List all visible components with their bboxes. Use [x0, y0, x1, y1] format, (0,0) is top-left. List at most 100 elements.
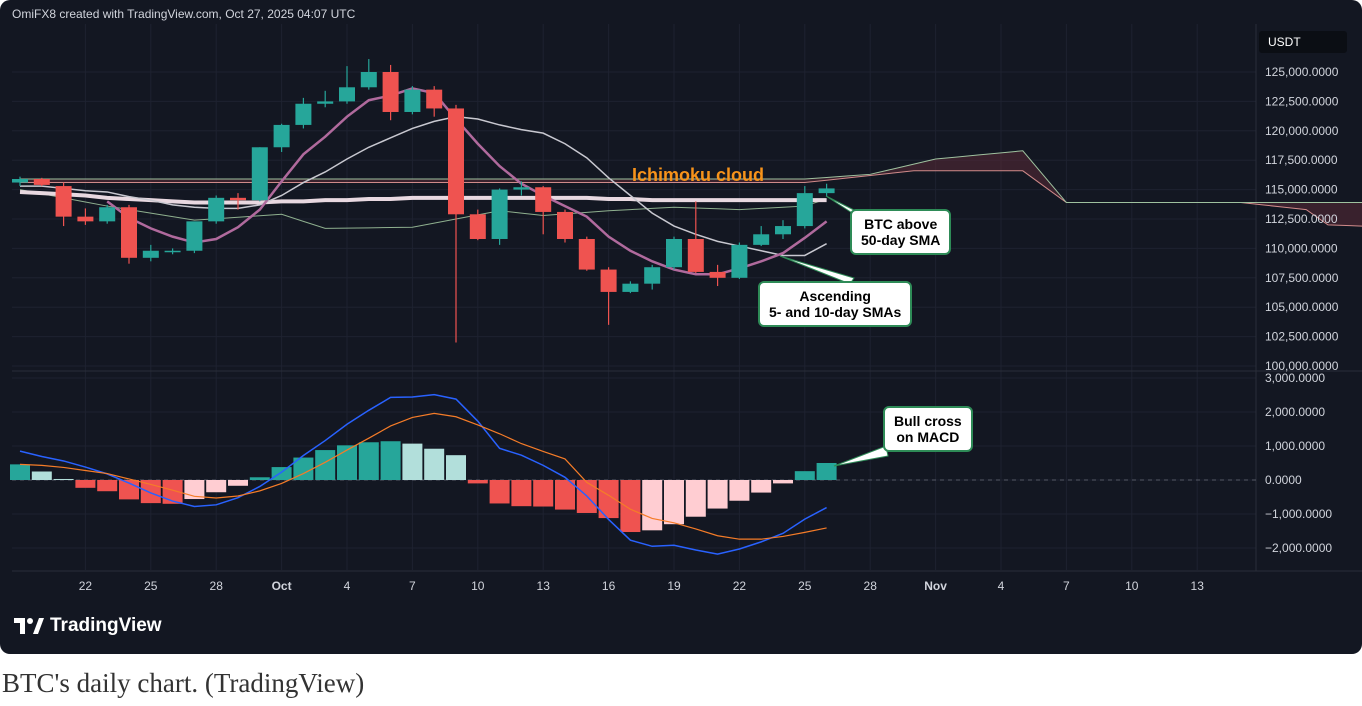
candle — [186, 221, 203, 254]
time-tick-label: Nov — [924, 579, 947, 593]
ichimoku-span-b — [20, 150, 1362, 204]
time-tick-label: 7 — [409, 579, 416, 593]
candle-body — [208, 197, 225, 222]
annotation-line: 5- and 10-day SMAs — [769, 304, 902, 320]
price-tick-label: 112,500.0000 — [1265, 212, 1338, 226]
candle-body — [55, 186, 72, 217]
sma-50-line — [19, 189, 827, 205]
time-tick-label: 25 — [144, 579, 158, 593]
macd-histogram-bar — [184, 480, 205, 500]
macd-tick-label: 3,000.0000 — [1265, 371, 1325, 385]
time-tick-label: 4 — [344, 579, 351, 593]
candle — [666, 236, 682, 270]
candle — [164, 248, 181, 255]
candle-body — [273, 124, 290, 148]
candle-body — [644, 267, 661, 284]
macd-histogram-bar — [162, 480, 183, 504]
candle-body — [186, 221, 203, 251]
macd-histogram-bar — [75, 480, 96, 488]
candle-body — [687, 238, 704, 272]
candle-body — [339, 87, 355, 102]
candle-body — [513, 187, 530, 190]
macd-histogram-bar — [402, 443, 423, 480]
macd-histogram-bar — [10, 464, 30, 480]
candle-body — [77, 216, 94, 222]
macd-histogram-bar — [31, 471, 52, 480]
annotation-pointer — [833, 445, 889, 467]
macd-tick-label: −1,000.0000 — [1265, 507, 1332, 521]
candle-body — [295, 103, 312, 125]
macd-tick-label: 2,000.0000 — [1265, 405, 1325, 419]
annotation-line: 50-day SMA — [861, 232, 941, 248]
sma-10-line — [20, 115, 827, 257]
macd-histogram-bar — [249, 477, 270, 480]
candle-body — [666, 238, 682, 268]
candle — [99, 204, 116, 224]
annotation-pointer — [779, 255, 855, 285]
annotation-line: on MACD — [896, 429, 960, 445]
ichimoku-lagging-span — [19, 189, 827, 229]
candle-body — [251, 147, 268, 201]
candle — [491, 188, 508, 245]
candle-body — [491, 189, 508, 239]
candle — [273, 123, 290, 152]
macd-histogram-bar — [729, 480, 750, 501]
candle-body — [469, 214, 486, 239]
candle — [12, 176, 28, 187]
candle — [622, 281, 639, 294]
candle — [77, 208, 94, 225]
btc-daily-chart[interactable]: 125,000.0000 122,500.0000 120,000.0000 117,… — [0, 0, 1362, 654]
macd-histogram-bar — [140, 480, 161, 504]
time-tick-label: Oct — [272, 579, 292, 593]
candle-body — [709, 271, 726, 278]
ichimoku-cloud — [20, 150, 1362, 227]
candle — [578, 236, 595, 271]
candle-body — [33, 179, 50, 185]
candle — [360, 59, 377, 90]
candle-body — [775, 226, 791, 235]
macd-tick-label: −2,000.0000 — [1265, 541, 1332, 555]
candle-body — [121, 207, 137, 258]
macd-histogram-bar — [337, 445, 357, 480]
time-tick-label: 28 — [864, 579, 878, 593]
macd-histogram-bar — [206, 480, 227, 493]
time-tick-label: 16 — [602, 579, 616, 593]
candle-body — [317, 101, 334, 104]
candle-body — [535, 187, 552, 212]
time-tick-label: 25 — [798, 579, 812, 593]
candle-body — [12, 179, 28, 183]
macd-histogram-bar — [489, 480, 510, 504]
price-tick-label: 110,000.0000 — [1265, 241, 1338, 255]
macd-histogram-bar — [97, 480, 118, 492]
currency-badge[interactable]: USDT — [1259, 31, 1347, 53]
candle — [251, 147, 268, 202]
time-tick-label: 19 — [667, 579, 681, 593]
chart-header: OmiFX8 created with TradingView.com, Oct… — [12, 7, 356, 21]
macd-histogram-bar — [380, 441, 401, 480]
candle — [469, 209, 486, 241]
macd-histogram-bar — [664, 480, 684, 525]
candle — [557, 209, 573, 243]
candle-body — [142, 250, 159, 258]
macd-signal-line — [19, 412, 827, 540]
macd-tick-label: 1,000.0000 — [1265, 439, 1325, 453]
tradingview-logo[interactable]: TradingView — [14, 615, 162, 637]
candle — [317, 90, 334, 108]
macd-histogram-bar — [467, 480, 488, 484]
macd-histogram-bar — [358, 442, 379, 480]
candle-body — [557, 211, 573, 239]
candle-body — [796, 193, 813, 227]
candle — [535, 186, 552, 235]
chart-frame: 125,000.0000 122,500.0000 120,000.0000 117,… — [0, 0, 1362, 654]
candle — [796, 186, 813, 229]
macd-tick-label: 0.0000 — [1265, 473, 1302, 487]
candle-body — [448, 108, 464, 215]
macd-histogram-bar — [293, 457, 314, 480]
time-tick-label: 22 — [733, 579, 747, 593]
macd-histogram-bar — [816, 463, 837, 480]
macd-histogram-bar — [794, 471, 815, 480]
macd-line — [19, 393, 827, 555]
time-tick-label: 22 — [79, 579, 93, 593]
candle — [208, 195, 225, 224]
macd-histogram-bar — [773, 480, 793, 484]
